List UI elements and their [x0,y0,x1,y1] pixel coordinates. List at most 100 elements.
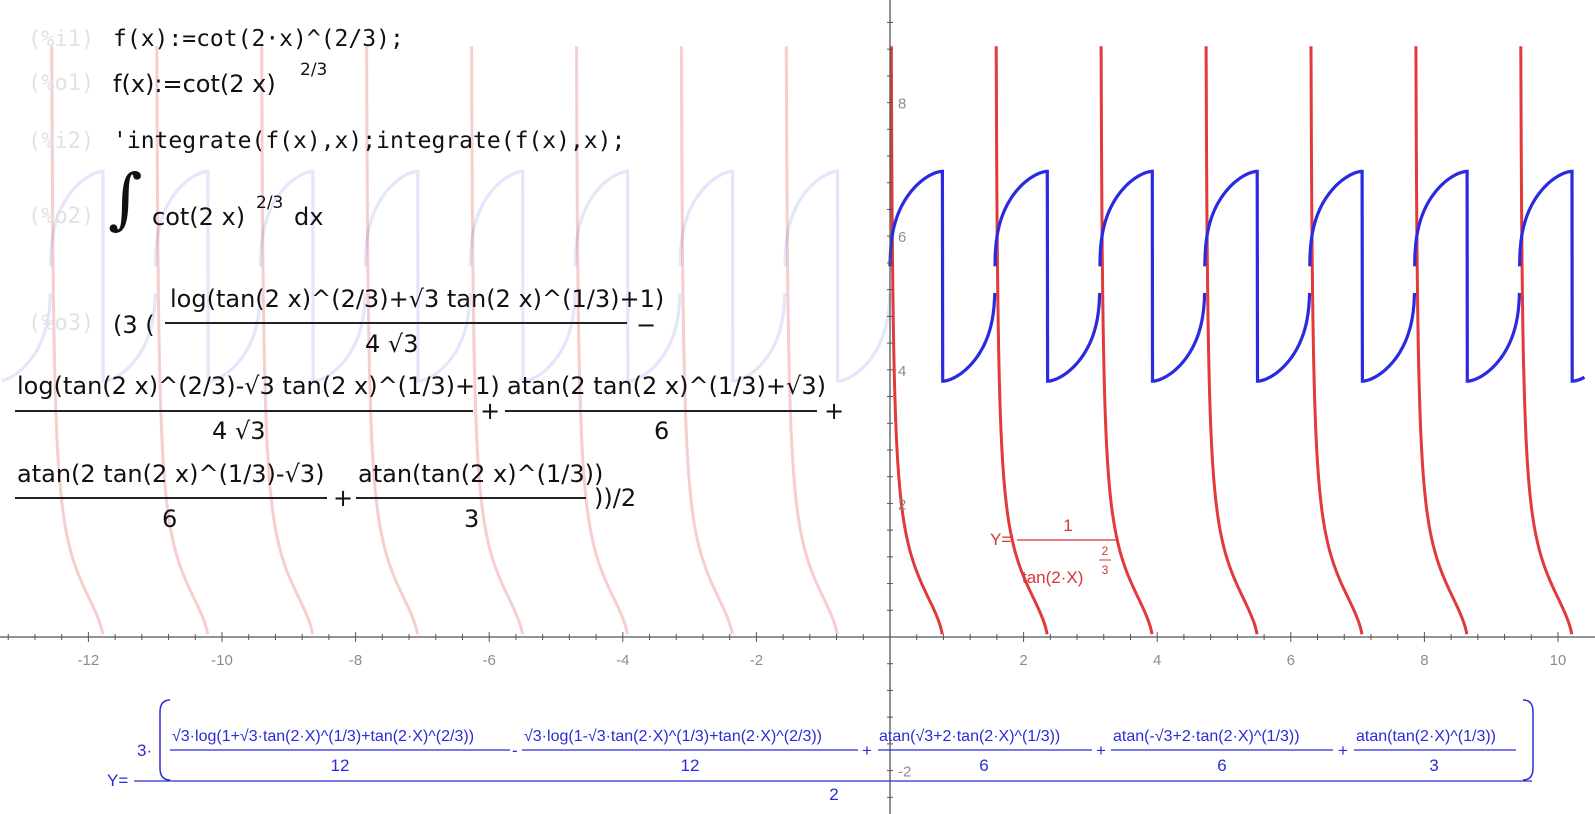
x-tick-label: -4 [616,652,629,669]
red-branch-3 [1204,46,1259,635]
output-2-text: cot(2 x) [152,203,246,231]
blue-branch-1 [993,169,1102,383]
output-3-bar-1 [165,322,627,324]
y-tick-label: -2 [898,764,911,781]
blue-branch--7 [153,169,262,383]
blue-den-12a: 12 [331,756,350,775]
blue-branch-5 [1413,169,1521,383]
x-tick-label: 2 [1019,652,1027,669]
blue-branch-6 [1518,169,1586,383]
output-1-exponent: 2/3 [300,60,328,80]
red-branch-2 [1099,46,1154,635]
blue-label-prefix: Y= [107,771,128,790]
blue-den-6a: 6 [979,756,988,775]
x-tick-label: 4 [1153,652,1161,669]
red-label-denominator: tan(2·X) [1022,568,1083,587]
output-3-plus-1: + [480,397,501,425]
blue-branch--1 [783,169,892,383]
blue-label-coef: 3· [137,741,152,760]
blue-branch--2 [678,169,787,383]
output-3-bar-2 [15,410,473,412]
x-tick-label: 8 [1420,652,1428,669]
red-branch--3 [575,46,629,635]
input-cell-2[interactable]: 'integrate(f(x),x);integrate(f(x),x); [113,128,626,154]
red-branch--6 [260,46,315,635]
output-3-open: (3 ( [113,311,155,339]
red-branch-4 [1309,46,1364,635]
output-3-num-1: log(tan(2 x)^(2/3)+√3 tan(2 x)^(1/3)+1) [170,285,665,313]
x-tick-label: -2 [750,652,763,669]
output-1-text: f(x):=cot(2 x) [113,70,276,98]
blue-minus-1: - [512,741,518,760]
output-3-den-2: 4 √3 [212,417,266,445]
red-branch--7 [155,46,210,635]
red-label-exp-num: 2 [1102,544,1109,558]
x-tick-label: -6 [483,652,496,669]
plot-curves [1,46,1586,635]
red-function-label: Y= 1 tan(2·X) 2 3 [990,516,1118,587]
red-branch-0 [889,46,944,635]
y-tick-label: 2 [898,496,906,513]
red-branch-5 [1414,46,1469,635]
output-label-3: (%o3) [28,311,95,336]
output-3-num-3: atan(2 tan(2 x)^(1/3)+√3) [507,372,826,400]
blue-term2: √3·log(1-√3·tan(2·X)^(1/3)+tan(2·X)^(2/3… [524,728,822,745]
output-2-dx: dx [294,203,324,231]
red-branch--2 [679,46,734,635]
output-label-1: (%o1) [28,71,95,96]
output-3-num-5: atan(tan(2 x)^(1/3)) [358,460,604,488]
blue-branch-0 [888,169,997,383]
x-tick-label: -12 [78,652,100,669]
y-tick-label: 4 [898,363,906,380]
red-branch--8 [50,46,105,635]
blue-branch-2 [1098,169,1207,383]
blue-plus-3: + [1338,741,1348,760]
red-branch-6 [1519,46,1574,635]
x-tick-label: -8 [349,652,362,669]
blue-branch--9 [1,292,52,383]
blue-term1: √3·log(1+√3·tan(2·X)^(1/3)+tan(2·X)^(2/3… [172,728,474,745]
blue-function-label: Y= 2 3· √3·log(1+√3·tan(2·X)^(1/3)+tan(2… [107,699,1534,804]
output-3-den-3: 6 [654,417,670,445]
blue-plus-1: + [862,741,872,760]
output-label-2: (%o2) [28,204,95,229]
output-3-plus-3: + [333,484,354,512]
output-3-close: ))/2 [594,484,637,512]
output-3-bar-3 [505,410,817,412]
cas-worksheet[interactable]: (%i1) f(x):=cot(2·x)^(2/3); (%o1) f(x):=… [0,0,880,540]
blue-branch--3 [573,169,682,383]
output-3-num-2: log(tan(2 x)^(2/3)-√3 tan(2 x)^(1/3)+1) [17,372,500,400]
red-label-exp-den: 3 [1102,563,1109,577]
blue-branch--8 [49,169,157,383]
blue-den-3: 3 [1429,756,1438,775]
red-branch--4 [470,46,524,635]
output-3-bar-5 [356,497,586,499]
red-label-prefix: Y= [990,530,1011,549]
blue-branch-3 [1203,169,1312,383]
blue-term3: atan(√3+2·tan(2·X)^(1/3)) [879,728,1060,745]
blue-branch--6 [258,169,367,383]
input-label-2: (%i2) [28,129,95,154]
blue-term4: atan(-√3+2·tan(2·X)^(1/3)) [1113,728,1300,745]
y-tick-label: 6 [898,229,906,246]
output-3-den-5: 3 [464,505,480,533]
blue-branch--5 [363,169,472,383]
blue-den-12b: 12 [681,756,700,775]
input-label-1: (%i1) [28,27,95,52]
x-tick-label: 6 [1287,652,1295,669]
x-tick-label: 10 [1550,652,1567,669]
output-3-den-1: 4 √3 [365,330,419,358]
red-branch--5 [365,46,419,635]
output-3-num-4: atan(2 tan(2 x)^(1/3)-√3) [17,460,325,488]
red-branch--1 [784,46,839,635]
blue-left-paren [159,699,171,781]
integral-sign-icon: ∫ [108,160,143,237]
input-cell-1[interactable]: f(x):=cot(2·x)^(2/3); [113,26,404,52]
x-tick-label: -10 [211,652,233,669]
output-3-bar-4 [15,497,327,499]
output-2-exponent: 2/3 [256,193,284,213]
blue-den-6b: 6 [1217,756,1226,775]
